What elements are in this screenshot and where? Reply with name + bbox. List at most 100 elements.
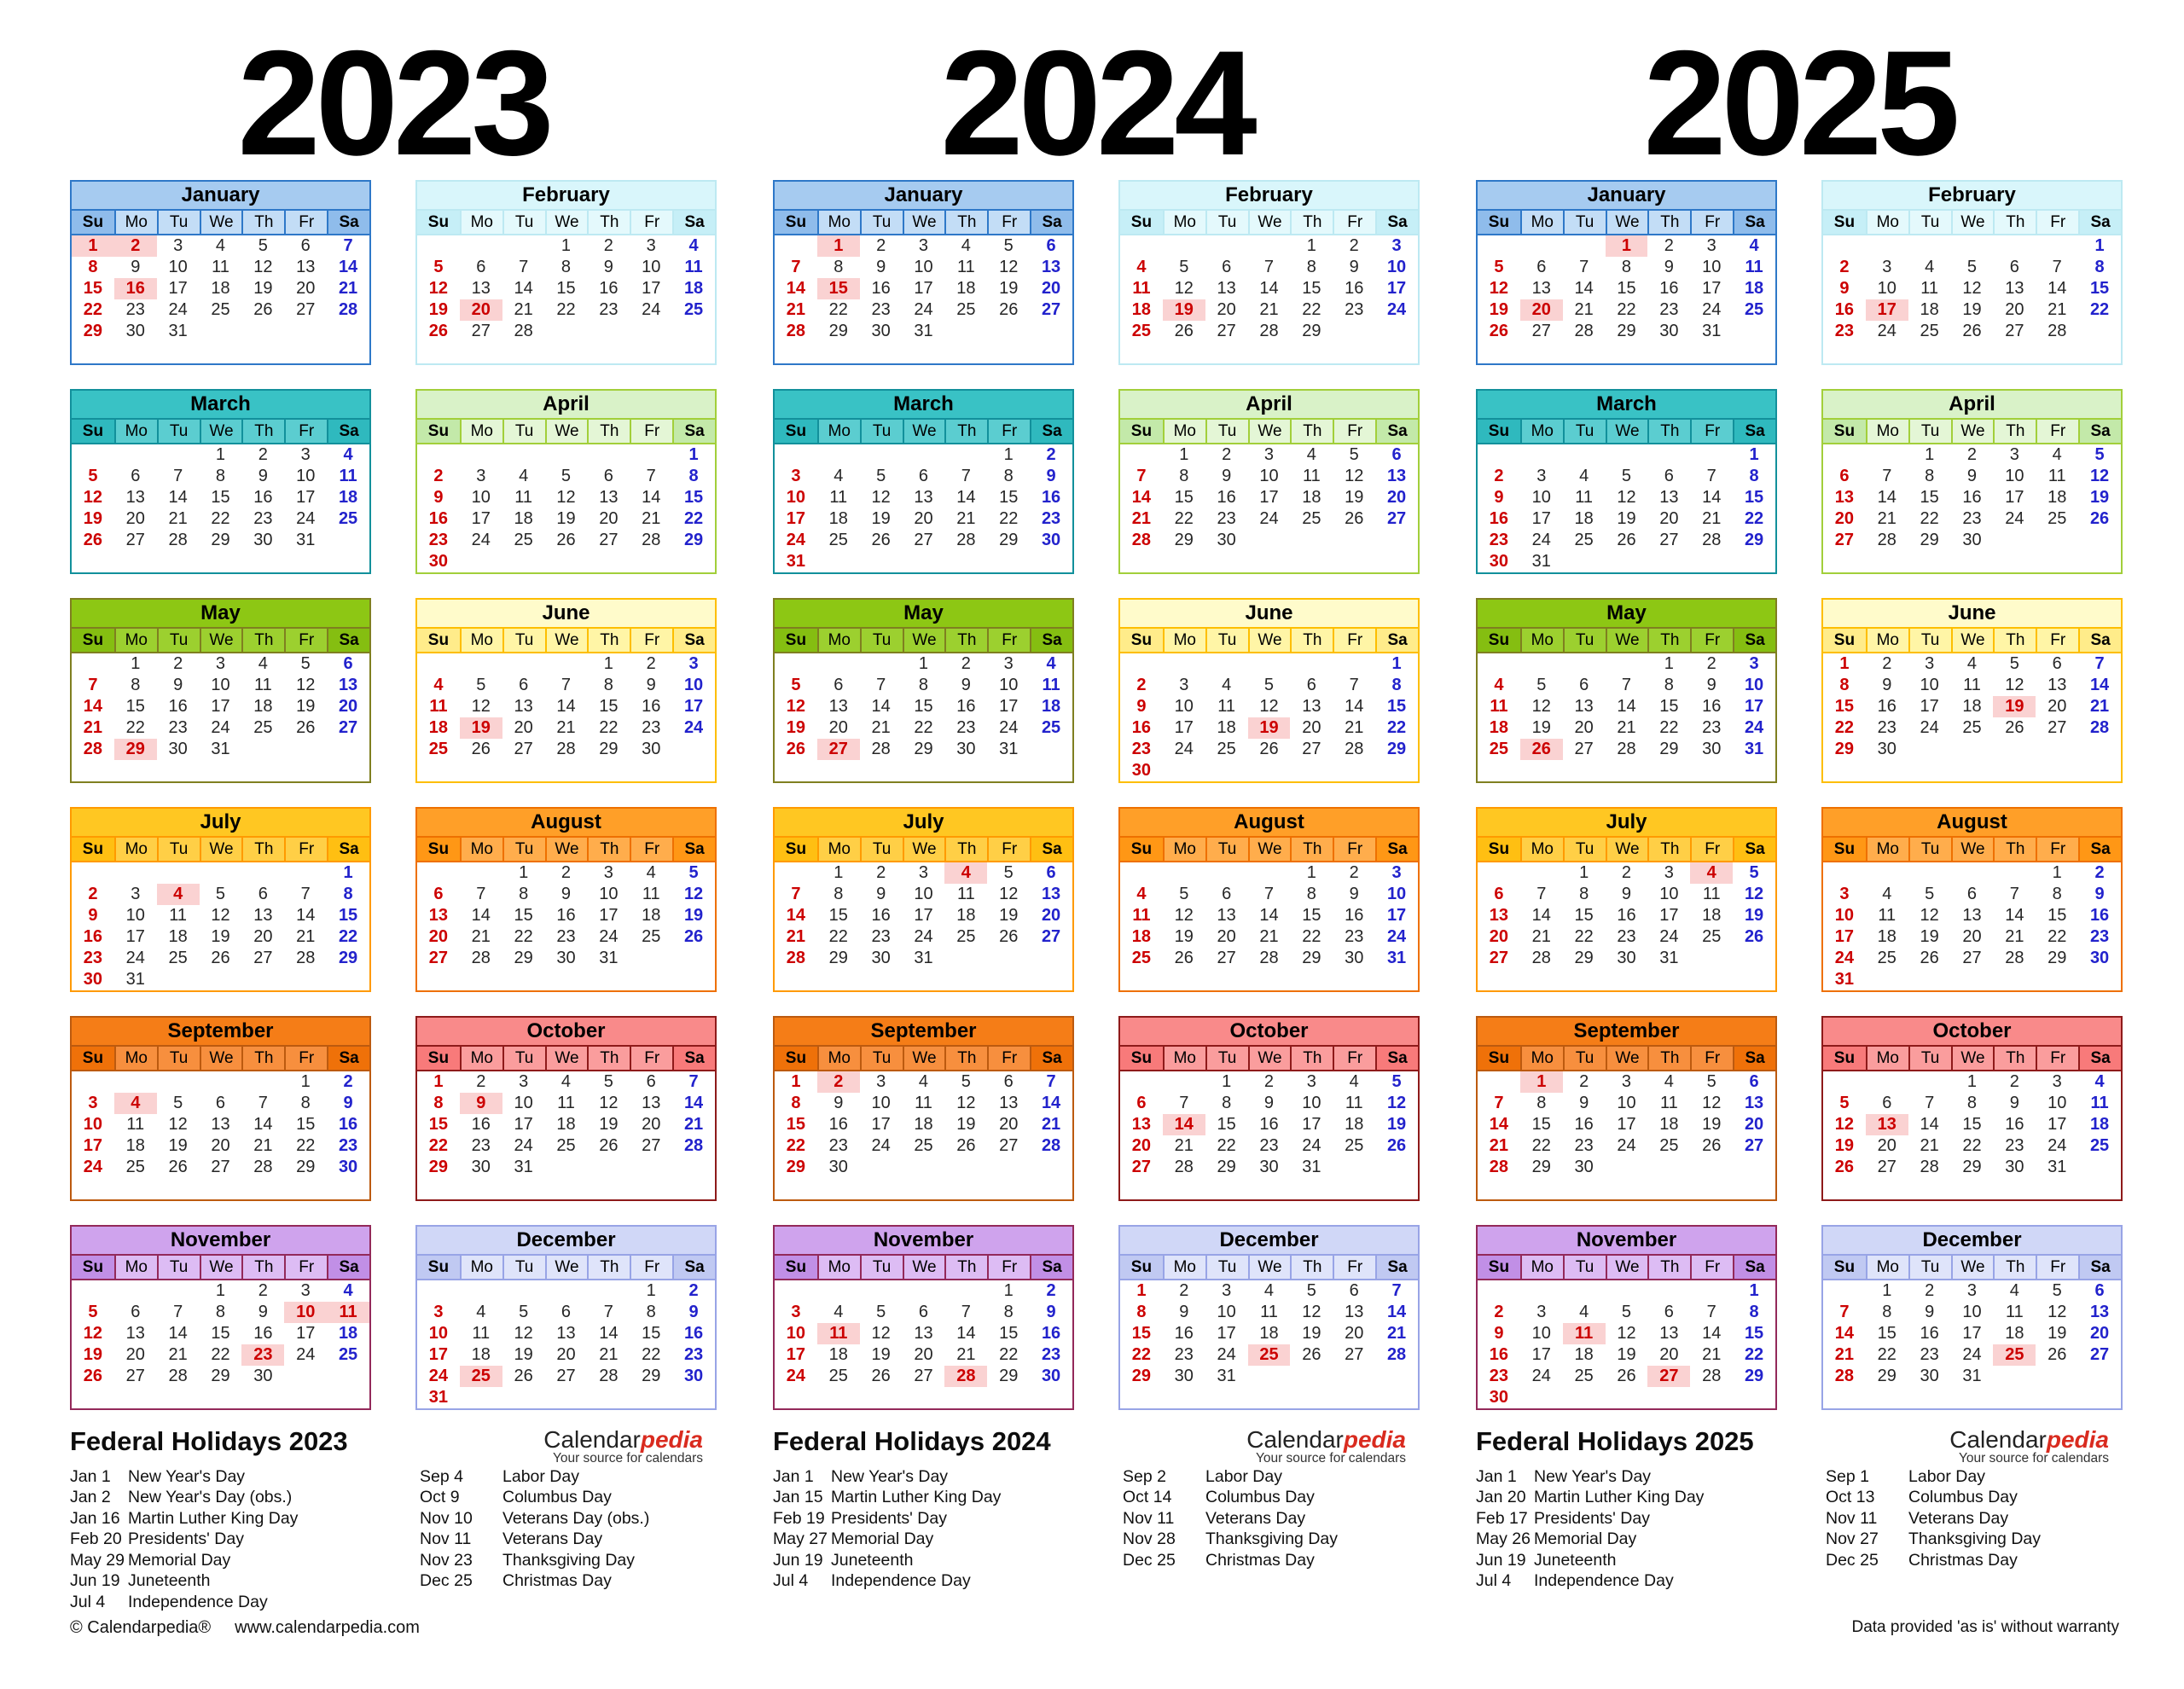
holiday-name: Juneteenth [128,1571,211,1591]
day-cell: 13 [642,1094,661,1112]
month-title: August [1120,809,1418,836]
empty-day-cell [1647,1157,1690,1178]
weekday-header-row: Su Mo Tu We Th Fr Sa [72,1254,369,1280]
day-cell: 22 [1302,927,1321,946]
day-cell: 11 [169,906,188,925]
empty-day-cell [1563,1280,1606,1302]
day-cell: 8 [1839,676,1850,694]
holiday-row: Nov 11 Veterans Day [1826,1508,2123,1529]
holiday-name: New Year's Day [128,1466,246,1486]
empty-day-cell [327,1178,369,1199]
empty-day-cell [1951,862,1994,884]
day-cell: 23 [828,1136,848,1155]
day-cell: 21 [956,509,976,528]
day-cell: 13 [1531,279,1551,298]
empty-day-cell [114,342,157,363]
day-cell: 2 [1966,445,1978,464]
footer-disclaimer: Data provided 'as is' without warranty [1851,1618,2119,1636]
day-cell: 21 [1131,509,1152,528]
weekday-label-we: We [1950,420,1994,443]
day-cell: 16 [956,697,976,716]
day-cell: 14 [1489,1115,1509,1134]
empty-day-cell [1563,444,1606,466]
day-cell: 9 [1494,1324,1504,1343]
holiday-column-2: Sep 1 Labor Day Oct 13 Columbus Day Nov 11 Ve… [1826,1466,2123,1592]
month-title: November [1478,1227,1775,1254]
day-cell: 30 [1920,1367,1939,1385]
weekday-label-th: Th [587,1256,630,1279]
day-cell: 7 [2052,258,2062,276]
empty-day-cell [200,1387,242,1408]
empty-day-cell [460,862,502,884]
empty-day-cell [284,321,327,342]
empty-day-cell [1333,653,1375,675]
day-cell: 27 [428,949,449,967]
empty-day-cell [1030,321,1072,342]
holiday-date: Dec 25 [1826,1550,1879,1570]
empty-day-cell [1733,342,1775,363]
day-cell: 8 [918,676,929,694]
empty-day-cell [630,1157,672,1178]
day-cell: 18 [253,697,273,716]
day-cell: 7 [791,885,801,903]
weekday-label-sa: Sa [327,1256,369,1279]
day-cell: 26 [1702,1136,1722,1155]
day-cell: 22 [1302,300,1321,319]
day-cell: 21 [1920,1136,1939,1155]
weekday-label-sa: Sa [2078,1047,2121,1070]
holiday-day-cell: 1 [1519,1071,1563,1093]
weekday-label-tu: Tu [859,1047,903,1070]
day-cell: 28 [1489,1158,1509,1176]
day-cell: 28 [786,949,806,967]
website-link[interactable]: www.calendarpedia.com [235,1618,420,1637]
day-cell: 13 [1386,467,1407,485]
month-title: March [775,391,1072,418]
weekday-label-th: Th [1290,420,1333,443]
day-cell: 13 [1041,885,1061,903]
empty-day-cell [114,1387,157,1408]
dates-grid: 1 2 3 4 5 6 7 8 9 10 11 12 13 14 15 16 17 18 19 20 21 22 23 24 2… [1478,444,1775,572]
month-title: June [1823,600,2121,627]
holiday-name: Columbus Day [1908,1488,2018,1507]
day-cell: 13 [1744,1094,1764,1112]
weekday-label-tu: Tu [156,420,200,443]
day-cell: 19 [83,509,103,528]
day-cell: 31 [999,740,1019,758]
day-cell: 26 [956,1136,976,1155]
day-cell: 21 [514,300,533,319]
weekday-label-sa: Sa [1375,838,1418,861]
weekday-label-tu: Tu [1562,1047,1606,1070]
empty-day-cell [860,1280,903,1302]
weekday-label-th: Th [1647,629,1691,652]
day-cell: 17 [1302,1115,1321,1134]
day-cell: 26 [514,1367,533,1385]
day-cell: 29 [1174,531,1194,549]
day-cell: 29 [642,1367,661,1385]
empty-day-cell [200,551,242,572]
day-cell: 25 [1659,1136,1679,1155]
day-cell: 23 [125,300,145,319]
holiday-day-cell: 2 [816,1071,860,1093]
day-cell: 31 [786,552,806,571]
day-cell: 28 [1574,322,1594,340]
year-title-text: 2025 [1643,20,1960,187]
month-2024-august: August Su Mo Tu We Th Fr Sa 1 2 3 4 5 6 7 8 9 10 11 12 13 14 1… [1118,807,1420,992]
day-cell: 7 [173,1303,183,1321]
weekday-label-su: Su [775,838,817,861]
empty-day-cell [1690,1178,1733,1199]
day-cell: 30 [1574,1158,1594,1176]
empty-day-cell [1563,1178,1606,1199]
empty-day-cell [775,444,817,466]
empty-day-cell [860,760,903,781]
month-title: November [775,1227,1072,1254]
empty-day-cell [502,969,545,990]
weekday-label-fr: Fr [987,1256,1031,1279]
empty-day-cell [1951,739,1994,760]
weekday-label-tu: Tu [859,211,903,234]
empty-day-cell [1647,342,1690,363]
weekday-label-we: We [1247,1256,1291,1279]
weekday-label-tu: Tu [1205,838,1248,861]
weekday-label-fr: Fr [1690,1256,1734,1279]
month-2024-november: November Su Mo Tu We Th Fr Sa 1 2 3 4 5 6 7 8 9 10 11 12 13 1… [773,1225,1074,1410]
weekday-label-mo: Mo [816,629,860,652]
